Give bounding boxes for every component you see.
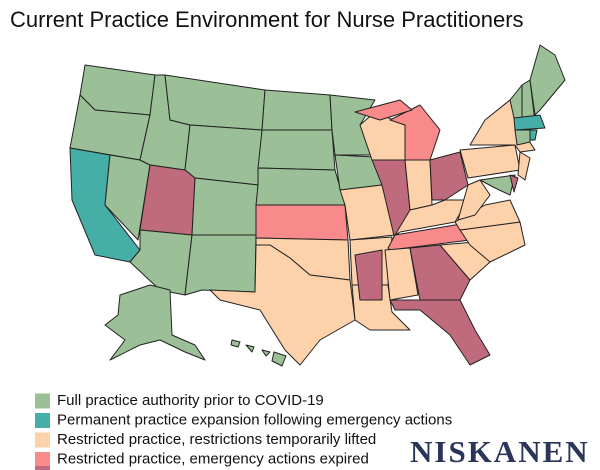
legend-label: Restricted practice, restrictions tempor… bbox=[57, 431, 376, 448]
legend-label: Permanent practice expansion following e… bbox=[57, 411, 452, 428]
legend-swatch bbox=[35, 466, 50, 470]
legend-label: Full practice authority prior to COVID-1… bbox=[57, 392, 324, 409]
us-map bbox=[69, 44, 566, 367]
brand-logo: NISKANEN bbox=[410, 434, 590, 469]
legend: Full practice authority prior to COVID-1… bbox=[35, 392, 452, 467]
legend-swatch bbox=[35, 452, 50, 467]
title: Current Practice Environment for Nurse P… bbox=[10, 7, 524, 32]
legend-swatch bbox=[35, 393, 50, 409]
legend-label: Restricted practice, emergency actions e… bbox=[57, 450, 369, 467]
legend-swatch bbox=[35, 432, 50, 448]
legend-swatch bbox=[35, 413, 50, 428]
